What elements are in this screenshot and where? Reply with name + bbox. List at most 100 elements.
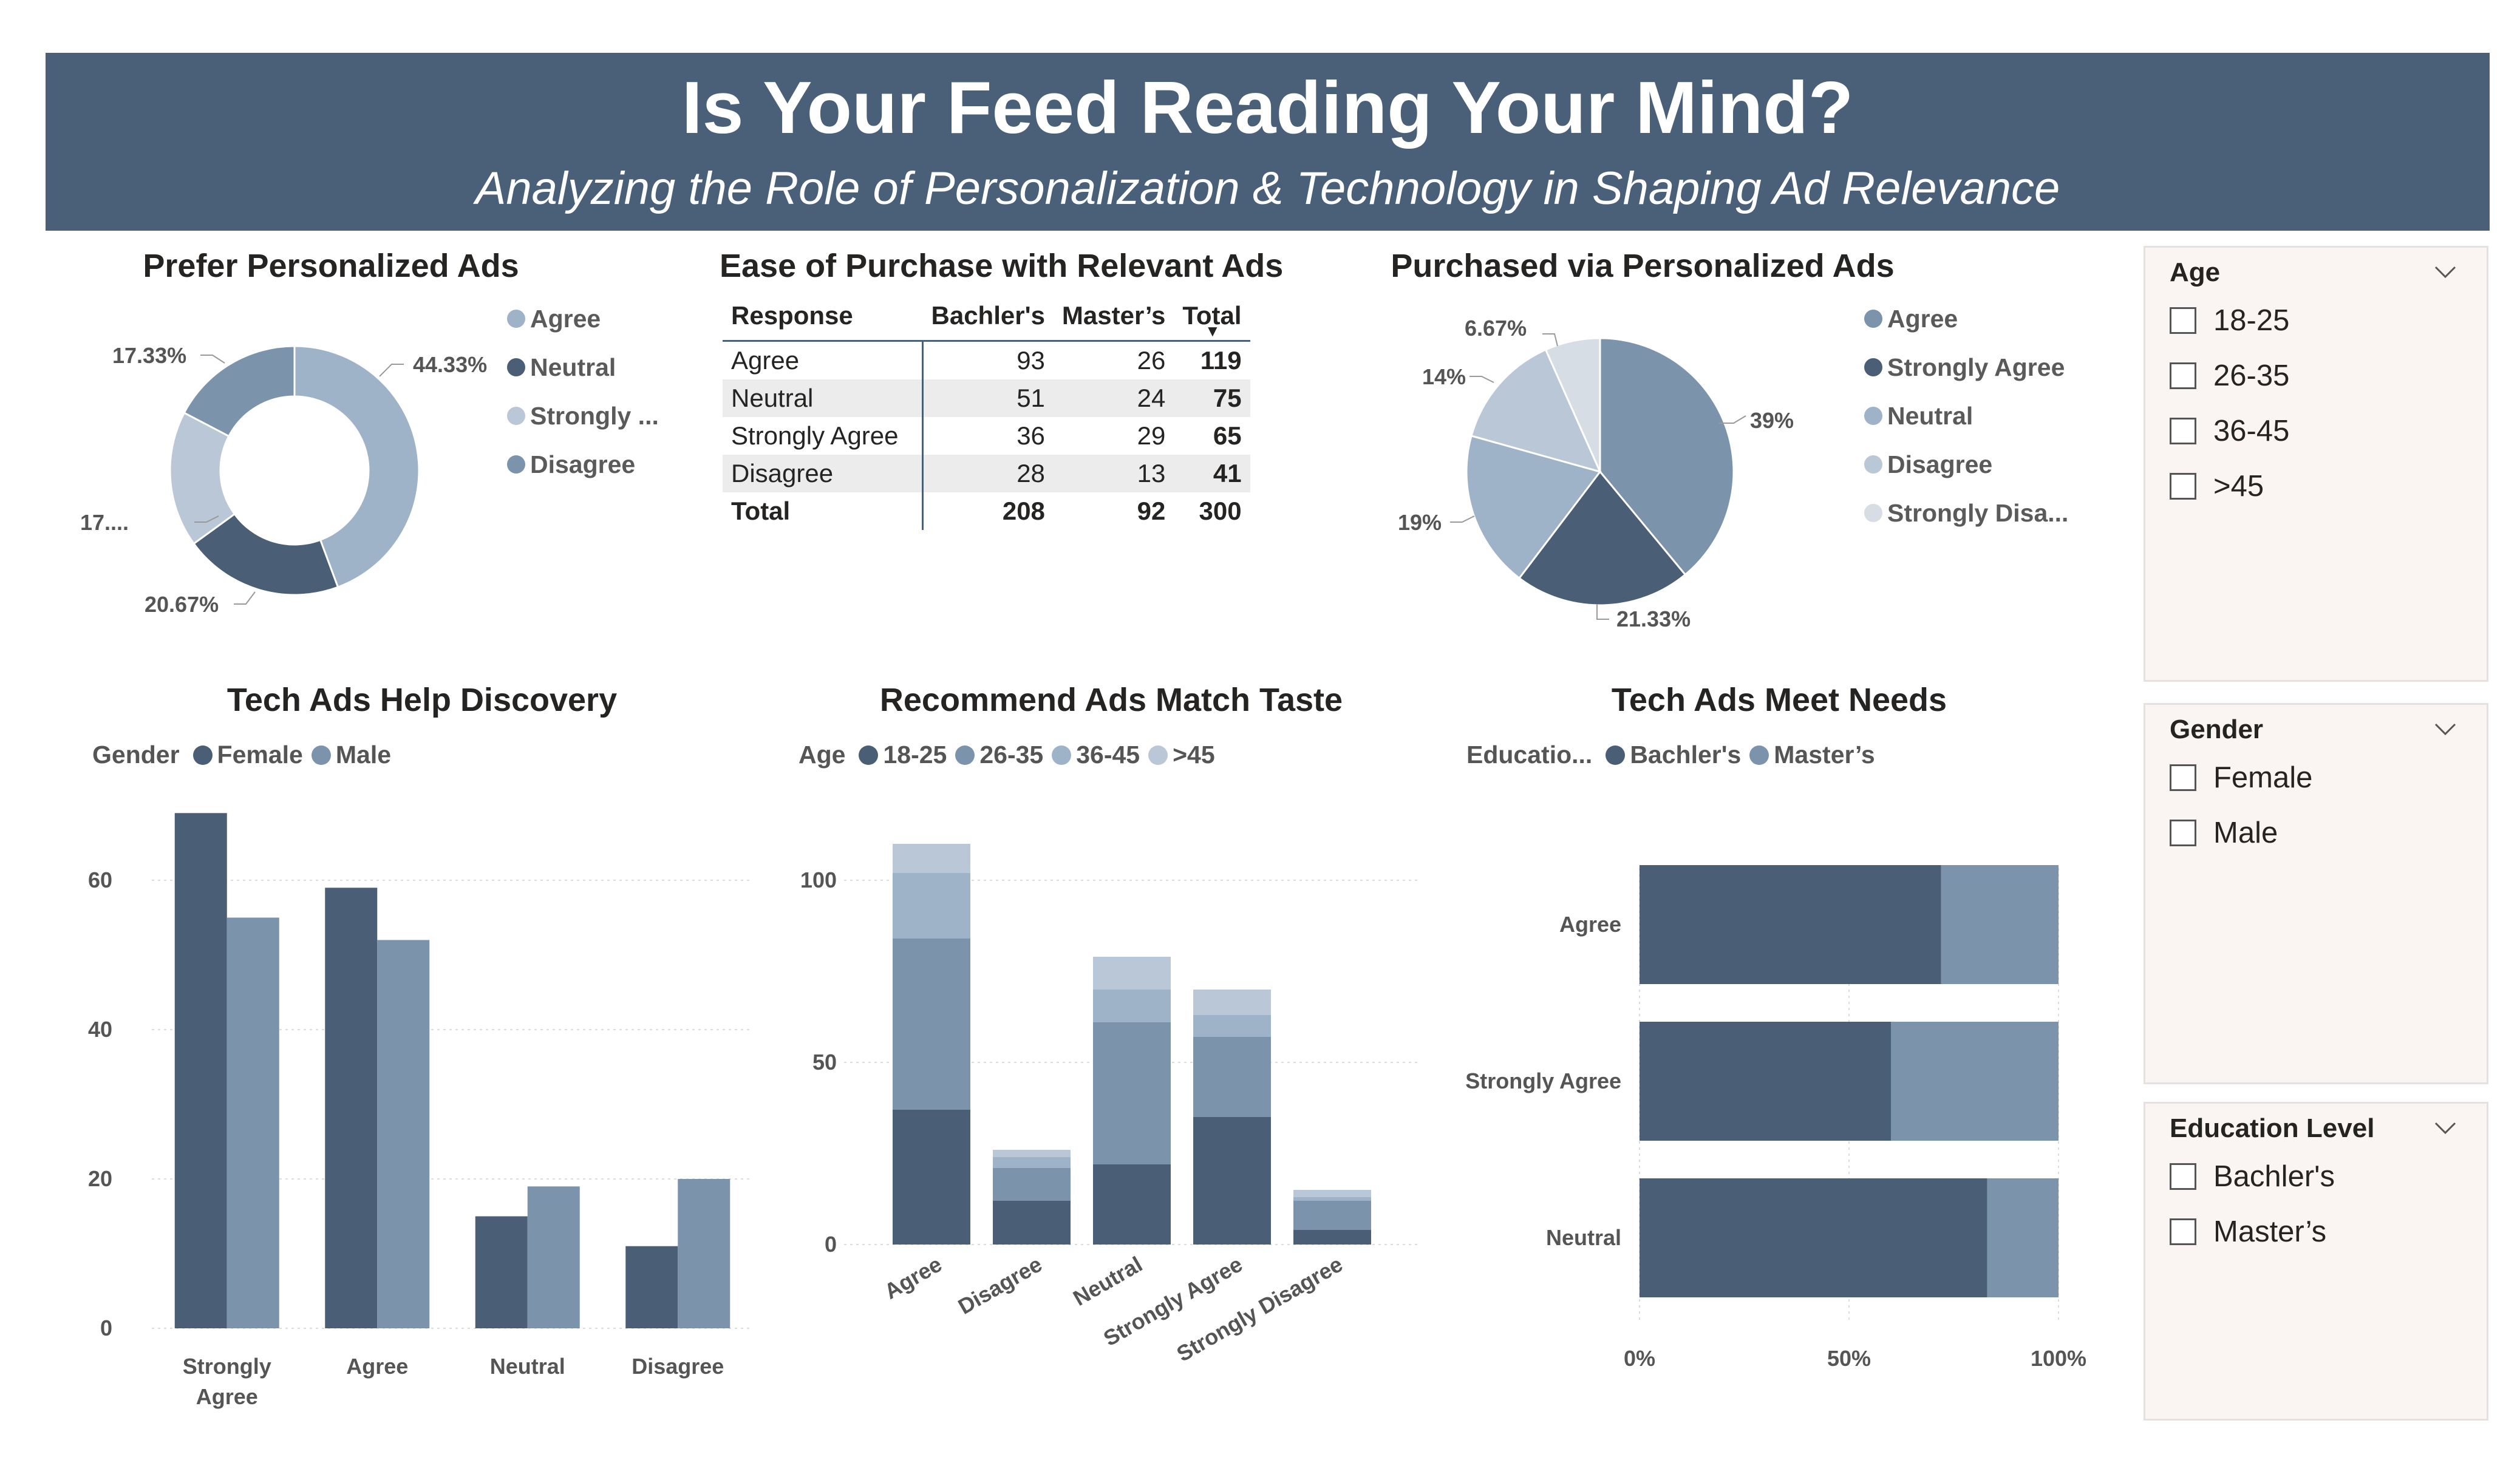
pie-slice-strongly-disagree[interactable] — [1544, 337, 1601, 472]
bar-male-strongly-agree[interactable] — [226, 917, 279, 1329]
checkbox[interactable] — [2170, 1218, 2196, 1245]
bar-segment-neutral[interactable] — [1987, 1178, 2059, 1297]
bar-female-agree[interactable] — [325, 888, 378, 1328]
checkbox[interactable] — [2170, 418, 2196, 444]
pie-slice-disagree[interactable] — [183, 345, 296, 438]
table-total-row: Total 208 92 300 — [723, 492, 1250, 530]
chevron-down-icon[interactable] — [2431, 257, 2460, 287]
bar-segment-strongly-disagree[interactable] — [1293, 1201, 1371, 1230]
legend-item-disagree[interactable]: Disagree — [1864, 440, 2068, 489]
legend-item-agree[interactable]: Agree — [507, 294, 659, 343]
bar-segment-strongly-agree[interactable] — [1193, 1117, 1271, 1245]
x-tick-label: Agree — [346, 1354, 408, 1379]
bar-segment-disagree[interactable] — [993, 1201, 1071, 1245]
legend-item-agree[interactable]: Agree — [1864, 294, 2068, 343]
bar-female-strongly-agree[interactable] — [174, 813, 227, 1328]
chevron-down-icon[interactable] — [2431, 715, 2460, 744]
legend-label-female[interactable]: Female — [217, 741, 303, 769]
pie-slice-agree[interactable] — [1599, 337, 1735, 576]
checkbox[interactable] — [2170, 764, 2196, 791]
legend-label-bachlers[interactable]: Bachler's — [1630, 741, 1742, 769]
bar-female-disagree[interactable] — [625, 1246, 678, 1328]
legend-label-masters[interactable]: Master’s — [1774, 741, 1875, 769]
slicer-item-male[interactable]: Male — [2170, 816, 2278, 850]
bar-segment-neutral[interactable] — [1093, 1022, 1171, 1164]
needs-title: Tech Ads Meet Needs — [1611, 682, 1947, 718]
ease-visual[interactable]: Ease of Purchase with Relevant Ads Respo… — [720, 240, 1303, 555]
sort-desc-icon: ▼ — [1204, 322, 1221, 340]
purchased-label-disagree: 14% — [1422, 364, 1466, 389]
bar-segment-agree[interactable] — [893, 873, 970, 939]
bar-segment-strongly-agree[interactable] — [1193, 1037, 1271, 1117]
col-header-total[interactable]: Total ▼ — [1174, 291, 1250, 342]
legend-label-18-25[interactable]: 18-25 — [883, 741, 947, 769]
legend-label-45plus[interactable]: >45 — [1173, 741, 1215, 769]
legend-swatch — [955, 745, 975, 765]
legend-item-neutral[interactable]: Neutral — [1864, 392, 2068, 440]
checkbox[interactable] — [2170, 820, 2196, 846]
bar-segment-strongly-disagree[interactable] — [1293, 1230, 1371, 1245]
bar-male-agree[interactable] — [377, 940, 430, 1328]
checkbox[interactable] — [2170, 307, 2196, 334]
bar-segment-disagree[interactable] — [993, 1150, 1071, 1157]
slicer-item-masters[interactable]: Master’s — [2170, 1215, 2326, 1249]
bar-segment-strongly-agree[interactable] — [1891, 1022, 2059, 1141]
bar-segment-neutral[interactable] — [1640, 1178, 1987, 1297]
needs-visual[interactable]: Tech Ads Meet Needs Educatio... Bachler'… — [1451, 674, 2119, 1433]
cell: 65 — [1213, 421, 1242, 450]
legend-label-36-45[interactable]: 36-45 — [1076, 741, 1140, 769]
bar-segment-strongly-agree[interactable] — [1193, 1015, 1271, 1037]
pie-slice-agree[interactable] — [293, 345, 420, 589]
bar-segment-agree[interactable] — [1941, 865, 2059, 984]
pie-slice-strongly-agree[interactable] — [169, 411, 236, 545]
checkbox[interactable] — [2170, 1163, 2196, 1190]
slicer-item-36-45[interactable]: 36-45 — [2170, 414, 2289, 448]
slicer-item-45plus[interactable]: >45 — [2170, 469, 2264, 503]
slicer-item-female[interactable]: Female — [2170, 761, 2312, 795]
slicer-item-bachlers[interactable]: Bachler's — [2170, 1160, 2335, 1194]
discovery-visual[interactable]: Tech Ads Help Discovery Gender Female Ma… — [49, 674, 777, 1433]
legend-item-strongly-disagree[interactable]: Strongly Disa... — [1864, 489, 2068, 537]
bar-segment-neutral[interactable] — [1093, 990, 1171, 1022]
bar-segment-strongly-disagree[interactable] — [1293, 1197, 1371, 1201]
bar-segment-agree[interactable] — [1640, 865, 1941, 984]
x-tick-label: Neutral — [1069, 1251, 1146, 1311]
bar-segment-strongly-disagree[interactable] — [1293, 1190, 1371, 1197]
purchased-visual[interactable]: Purchased via Personalized Ads 39% 21.33… — [1330, 240, 2119, 653]
bar-male-disagree[interactable] — [678, 1179, 730, 1328]
legend-item-neutral[interactable]: Neutral — [507, 343, 659, 392]
col-header-response[interactable]: Response — [723, 291, 923, 342]
bar-segment-disagree[interactable] — [993, 1157, 1071, 1168]
pie-slice-disagree[interactable] — [1470, 348, 1602, 474]
bar-segment-strongly-agree[interactable] — [1640, 1022, 1891, 1141]
slicer-title: Gender — [2170, 715, 2264, 744]
legend-item-strongly[interactable]: Strongly ... — [507, 392, 659, 440]
slicer-item-26-35[interactable]: 26-35 — [2170, 359, 2289, 393]
slicer-item-18-25[interactable]: 18-25 — [2170, 304, 2289, 338]
legend-item-strongly-agree[interactable]: Strongly Agree — [1864, 343, 2068, 392]
bar-segment-agree[interactable] — [893, 1110, 970, 1245]
taste-visual[interactable]: Recommend Ads Match Taste Age 18-25 26-3… — [783, 674, 1439, 1433]
col-header-masters[interactable]: Master’s — [1053, 291, 1174, 342]
bar-segment-neutral[interactable] — [1093, 957, 1171, 990]
checkbox[interactable] — [2170, 473, 2196, 500]
checkbox[interactable] — [2170, 362, 2196, 389]
bar-female-neutral[interactable] — [475, 1216, 528, 1329]
bar-segment-strongly-agree[interactable] — [1193, 990, 1271, 1015]
legend-item-disagree[interactable]: Disagree — [507, 440, 659, 489]
chevron-down-icon[interactable] — [2431, 1113, 2460, 1143]
prefer-visual[interactable]: Prefer Personalized Ads 44.33% 17.33% 17… — [49, 240, 717, 653]
bar-segment-agree[interactable] — [893, 844, 970, 873]
bar-segment-neutral[interactable] — [1093, 1164, 1171, 1245]
pie-slice-neutral[interactable] — [192, 512, 339, 596]
legend-label-male[interactable]: Male — [335, 741, 392, 769]
bar-segment-agree[interactable] — [893, 939, 970, 1110]
x-tick-label: Strongly Disagree — [1173, 1251, 1347, 1367]
legend-label-26-35[interactable]: 26-35 — [979, 741, 1044, 769]
pie-slice-strongly-agree[interactable] — [1517, 470, 1687, 606]
col-header-bachlers[interactable]: Bachler's — [922, 291, 1054, 342]
bar-segment-disagree[interactable] — [993, 1168, 1071, 1201]
legend-label: Disagree — [530, 450, 636, 478]
pie-slice-neutral[interactable] — [1465, 435, 1602, 580]
bar-male-neutral[interactable] — [527, 1186, 580, 1328]
